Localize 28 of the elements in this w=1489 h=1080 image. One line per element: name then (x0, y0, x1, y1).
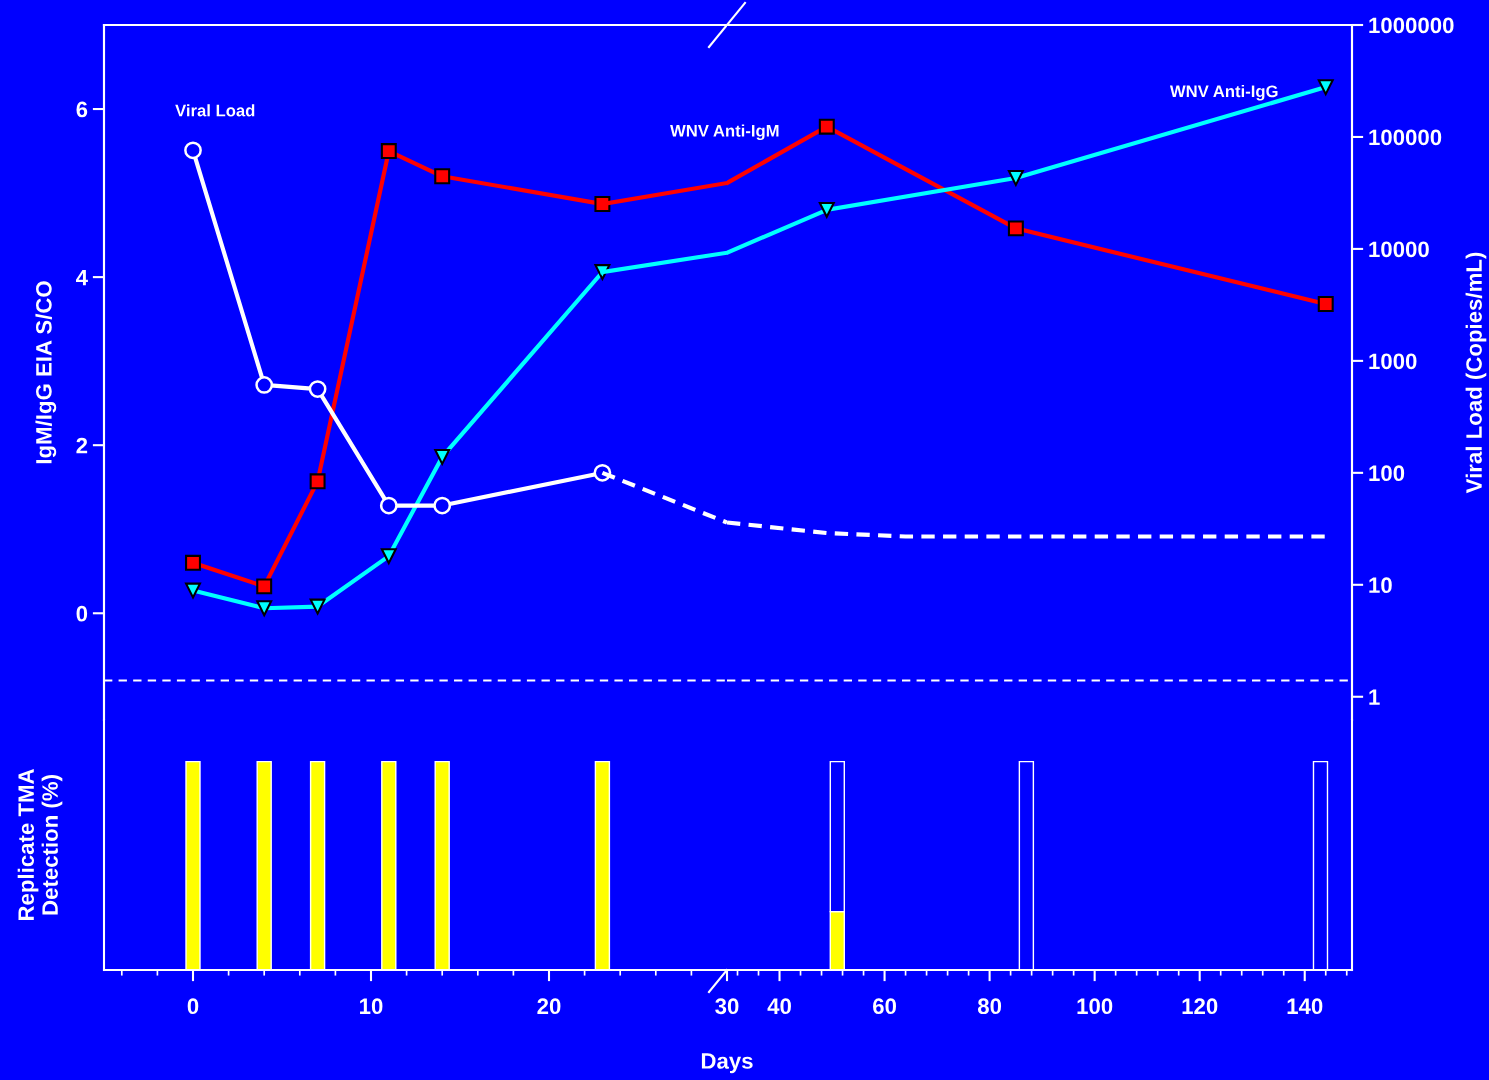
text: WNV Anti-IgM (670, 124, 779, 141)
y2-tick-label: 1000 (1369, 353, 1417, 370)
y2-tick-label: 1000000 (1369, 17, 1454, 34)
y-tick-label: 6 (76, 101, 88, 118)
x-tick-label: 120 (1182, 998, 1218, 1015)
x-tick-label: 40 (767, 998, 791, 1015)
y2-tick-label: 100000 (1369, 129, 1442, 146)
y-tick-label: 0 (76, 605, 88, 622)
x-tick-label: 10 (360, 998, 383, 1015)
y2-axis-title: Viral Load (Copies/mL) (1465, 252, 1487, 494)
y-tick-label: 2 (76, 437, 88, 454)
y2-tick-label: 10000 (1369, 241, 1429, 258)
x-tick-label: 140 (1287, 998, 1323, 1015)
y-tick-label: 4 (76, 269, 88, 286)
y-axis-title: Replicate TMA Detection (%) (17, 769, 63, 921)
x-tick-label: 20 (537, 998, 561, 1015)
x-tick-label: 30 (715, 998, 739, 1015)
y2-tick-label: 100 (1369, 465, 1405, 482)
series-label: Viral Load (175, 104, 255, 117)
x-axis-title: Days (701, 1053, 753, 1074)
y2-tick-label: 10 (1369, 577, 1392, 594)
x-tick-label: 100 (1077, 998, 1113, 1015)
x-tick-label: 0 (187, 998, 199, 1015)
y-axis-title: IgM/IgG EIA S/CO (35, 281, 57, 464)
y2-tick-label: 1 (1369, 689, 1380, 705)
x-tick-label: 60 (873, 998, 897, 1015)
series-label: WNV Anti-IgG (1169, 84, 1278, 101)
x-tick-label: 80 (977, 998, 1002, 1015)
